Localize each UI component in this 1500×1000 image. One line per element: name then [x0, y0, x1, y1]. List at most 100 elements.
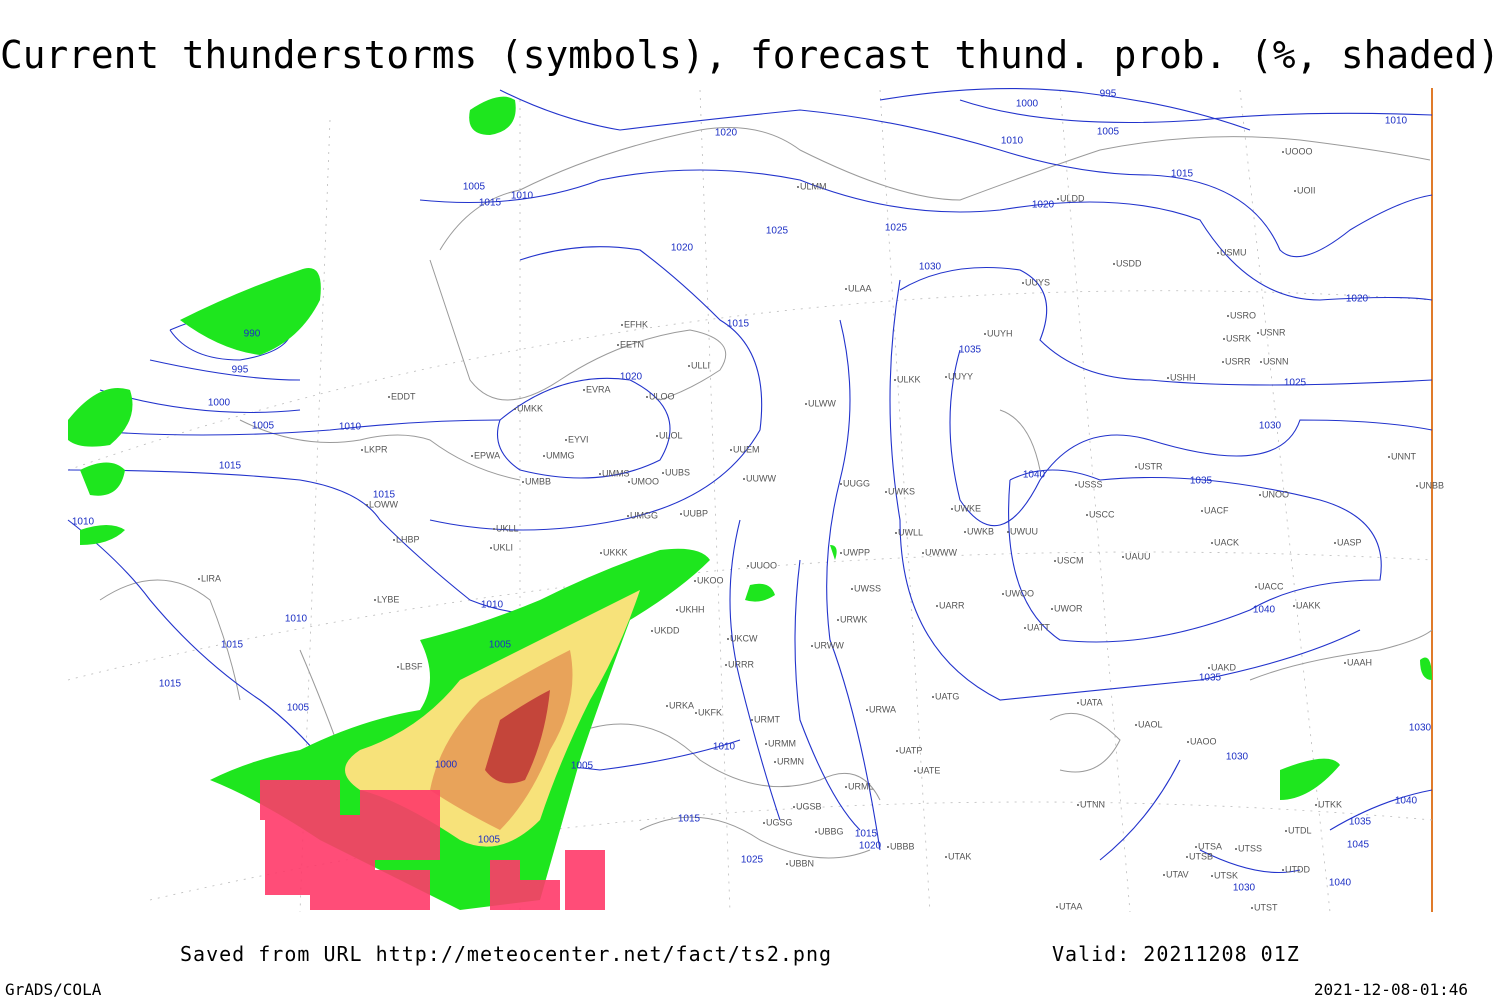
- station-label: UTAV: [1166, 869, 1189, 879]
- isobar-label: 990: [244, 329, 261, 340]
- station-label: UUYH: [987, 328, 1013, 338]
- isobar-label: 1000: [1016, 99, 1039, 110]
- station-label: UTKK: [1318, 799, 1342, 809]
- station-dot: [1285, 830, 1287, 832]
- station-dot: [656, 435, 658, 437]
- station-dot: [366, 504, 368, 506]
- isobar-label: 1040: [1253, 605, 1276, 616]
- station-dot: [617, 344, 619, 346]
- station-dot: [471, 455, 473, 457]
- station-dot: [600, 552, 602, 554]
- isobar-label: 1020: [620, 372, 643, 383]
- isobar-label: 1005: [252, 421, 275, 432]
- station-label: URMM: [768, 738, 796, 748]
- station-label: ULOL: [659, 430, 683, 440]
- station-dot: [751, 719, 753, 721]
- station-label: UWWW: [925, 547, 957, 557]
- isobar-label: 1025: [766, 226, 789, 237]
- isobar-label: 1005: [478, 835, 501, 846]
- station-dot: [666, 705, 668, 707]
- station-dot: [514, 408, 516, 410]
- isobar-label: 1020: [859, 841, 882, 852]
- station-label: EPWA: [474, 450, 500, 460]
- station-dot: [599, 473, 601, 475]
- station-label: URWA: [869, 704, 896, 714]
- station-label: EETN: [620, 339, 644, 349]
- station-dot: [393, 539, 395, 541]
- isobar-label: 1035: [1349, 817, 1372, 828]
- station-label: UNBB: [1419, 480, 1444, 490]
- station-label: UKOO: [697, 575, 724, 585]
- station-label: UMMG: [546, 450, 575, 460]
- station-label: URWW: [814, 640, 844, 650]
- station-dot: [866, 709, 868, 711]
- station-dot: [887, 846, 889, 848]
- station-dot: [1260, 361, 1262, 363]
- station-label: UTAA: [1059, 901, 1082, 911]
- station-label: UMGG: [630, 510, 658, 520]
- station-label: UBBN: [789, 858, 814, 868]
- station-label: UTDD: [1285, 864, 1310, 874]
- station-label: UAUU: [1125, 551, 1151, 561]
- station-dot: [964, 531, 966, 533]
- station-dot: [1187, 741, 1189, 743]
- station-dot: [896, 750, 898, 752]
- isobar-label: 1030: [919, 262, 942, 273]
- station-dot: [1334, 542, 1336, 544]
- station-dot: [662, 472, 664, 474]
- isobar-label: 1025: [1284, 378, 1307, 389]
- station-labels: UOOO UOII ULMM ULDD USDD USMU ULAA UUYS USRO USRK…: [198, 146, 1444, 912]
- isobar-label: 1015: [159, 679, 182, 690]
- source-url: Saved from URL http://meteocenter.net/fa…: [180, 942, 832, 966]
- station-dot: [1259, 494, 1261, 496]
- station-label: USSS: [1078, 479, 1103, 489]
- station-label: UATE: [917, 765, 940, 775]
- station-label: USCC: [1089, 509, 1115, 519]
- station-label: ULWW: [808, 398, 836, 408]
- station-dot: [727, 638, 729, 640]
- station-dot: [936, 605, 938, 607]
- station-label: ULLI: [691, 360, 710, 370]
- station-dot: [951, 508, 953, 510]
- station-dot: [1211, 542, 1213, 544]
- station-dot: [676, 609, 678, 611]
- station-label: UKLL: [496, 523, 519, 533]
- station-dot: [493, 528, 495, 530]
- station-label: LIRA: [201, 573, 221, 583]
- isobar-label: 1040: [1329, 878, 1352, 889]
- station-dot: [1163, 874, 1165, 876]
- station-dot: [628, 481, 630, 483]
- isobar-label: 1030: [1226, 752, 1249, 763]
- station-label: URWK: [840, 614, 867, 624]
- station-dot: [815, 831, 817, 833]
- station-label: ULKK: [897, 374, 921, 384]
- station-dot: [1113, 263, 1115, 265]
- station-label: UAAH: [1347, 657, 1372, 667]
- station-dot: [490, 547, 492, 549]
- station-label: UBBG: [818, 826, 844, 836]
- station-label: UOII: [1297, 185, 1316, 195]
- station-label: URKA: [669, 700, 694, 710]
- station-dot: [621, 324, 623, 326]
- station-dot: [1227, 315, 1229, 317]
- isobar-label: 995: [1100, 89, 1117, 100]
- isobar-label: 1010: [481, 600, 504, 611]
- station-dot: [522, 481, 524, 483]
- station-label: UKCW: [730, 633, 758, 643]
- station-label: UAOL: [1138, 719, 1163, 729]
- station-label: UWPP: [843, 547, 870, 557]
- station-label: LKPR: [364, 444, 388, 454]
- station-label: UKHH: [679, 604, 705, 614]
- station-label: UWOR: [1054, 603, 1083, 613]
- station-label: UWUU: [1010, 526, 1038, 536]
- station-label: ULDD: [1060, 193, 1085, 203]
- station-dot: [583, 389, 585, 391]
- station-label: UKFK: [698, 707, 722, 717]
- station-label: UWLL: [898, 527, 923, 537]
- thunderstorm-symbols: [260, 780, 605, 910]
- station-label: UUBP: [683, 508, 708, 518]
- station-label: UTSS: [1238, 843, 1262, 853]
- isobar-label: 1005: [571, 761, 594, 772]
- station-dot: [1416, 485, 1418, 487]
- station-label: USNR: [1260, 327, 1286, 337]
